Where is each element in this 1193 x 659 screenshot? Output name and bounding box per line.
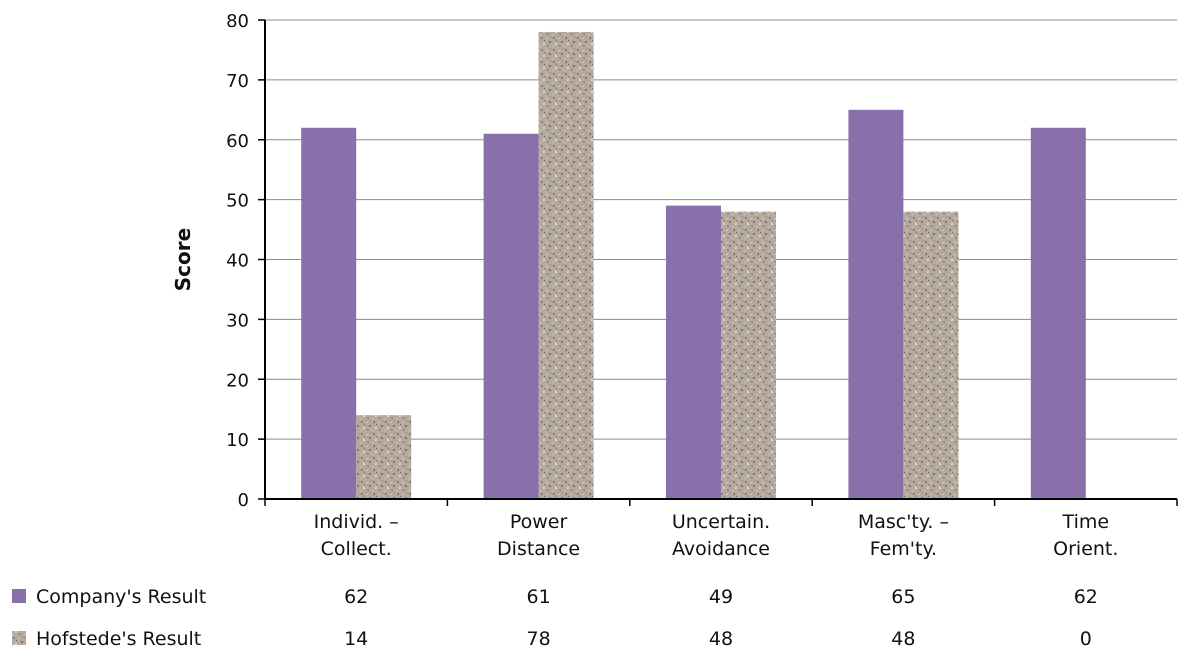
bar-hofstede-3 <box>903 211 959 499</box>
bar-company-2 <box>666 205 721 500</box>
data-table-value: 48 <box>891 628 915 650</box>
y-tick-label: 10 <box>226 430 249 451</box>
bar-hofstede-1 <box>538 31 594 499</box>
bar-hofstede-0 <box>356 415 412 499</box>
y-tick-label: 80 <box>226 11 249 32</box>
x-category-label: Distance <box>497 538 580 560</box>
data-table-value: 49 <box>709 586 733 608</box>
x-category-label: Fem'ty. <box>870 538 937 560</box>
x-category-label: Orient. <box>1053 538 1118 560</box>
y-tick-label: 50 <box>226 191 249 212</box>
bar-company-4 <box>1030 127 1086 500</box>
legend-label: Hofstede's Result <box>36 628 201 650</box>
x-category-label: Time <box>1062 511 1110 533</box>
data-table-value: 62 <box>1074 586 1098 608</box>
bar-company-3 <box>848 109 904 499</box>
y-tick-label: 20 <box>226 370 249 391</box>
data-table-value: 0 <box>1080 628 1092 650</box>
data-table-value: 65 <box>891 586 915 608</box>
data-table-value: 62 <box>344 586 368 608</box>
x-category-label: Uncertain. <box>672 511 770 533</box>
x-category-label: Power <box>510 511 568 533</box>
legend-label: Company's Result <box>36 586 206 608</box>
y-axis-title: Score <box>171 228 195 291</box>
data-table-value: 61 <box>527 586 551 608</box>
x-category-label: Collect. <box>321 538 392 560</box>
bar-hofstede-2 <box>721 211 776 499</box>
y-tick-label: 40 <box>226 251 249 272</box>
y-tick-label: 60 <box>226 131 249 152</box>
data-table-value: 14 <box>344 628 368 650</box>
bar-company-1 <box>483 133 539 499</box>
x-category-label: Avoidance <box>672 538 770 560</box>
bar-company-0 <box>301 127 357 500</box>
data-table-value: 48 <box>709 628 733 650</box>
x-category-label: Individ. – <box>314 511 399 533</box>
data-table-value: 78 <box>527 628 551 650</box>
legend-swatch-company <box>12 589 26 603</box>
x-category-label: Masc'ty. – <box>858 511 949 533</box>
y-tick-label: 30 <box>226 310 249 331</box>
y-tick-label: 0 <box>238 490 249 511</box>
y-tick-label: 70 <box>226 71 249 92</box>
legend-swatch-hofstede <box>12 631 26 645</box>
